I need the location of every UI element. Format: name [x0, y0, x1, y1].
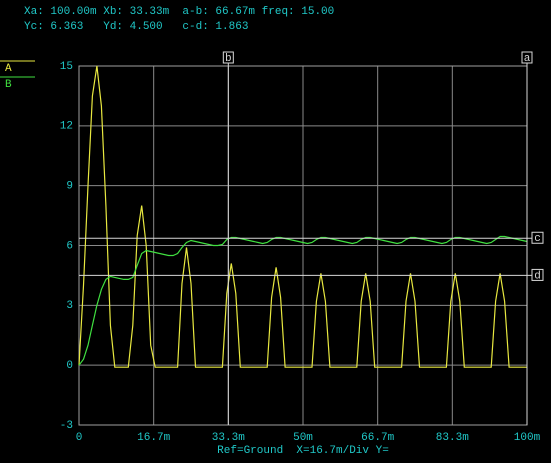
x-tick-label: 100m — [514, 432, 541, 444]
x-tick-label: 66.7m — [361, 432, 394, 444]
legend-label: A — [5, 63, 12, 75]
x-tick-label: 50m — [293, 432, 313, 444]
y-tick-label: -3 — [60, 420, 73, 432]
x-tick-label: 83.3m — [436, 432, 469, 444]
y-tick-label: 15 — [60, 61, 73, 73]
legend-label: B — [5, 79, 12, 91]
header-line: Yc: 6.363 Yd: 4.500 c-d: 1.863 — [24, 21, 248, 33]
x-tick-label: 33.3m — [212, 432, 245, 444]
cursor-label: b — [225, 53, 232, 65]
cursor-box — [531, 268, 544, 281]
x-tick-label: 0 — [76, 432, 83, 444]
cursor-label: a — [524, 53, 531, 65]
y-tick-label: 3 — [66, 300, 73, 312]
cursor-label: c — [534, 233, 541, 245]
cursor-label: d — [534, 270, 541, 282]
header-line: Xa: 100.00m Xb: 33.33m a-b: 66.67m freq:… — [24, 6, 334, 18]
series-line — [78, 235, 528, 366]
cursor-box — [531, 231, 544, 244]
cursor-box — [521, 51, 533, 64]
y-tick-label: 9 — [66, 181, 73, 193]
series-line — [78, 65, 527, 368]
footer: Ref=Ground X=16.7m/Div Y= — [217, 445, 389, 457]
cursor-box — [222, 51, 234, 64]
y-tick-label: 6 — [66, 240, 73, 252]
y-tick-label: 12 — [60, 121, 73, 133]
y-tick-label: 0 — [66, 360, 73, 372]
x-tick-label: 16.7m — [137, 432, 170, 444]
